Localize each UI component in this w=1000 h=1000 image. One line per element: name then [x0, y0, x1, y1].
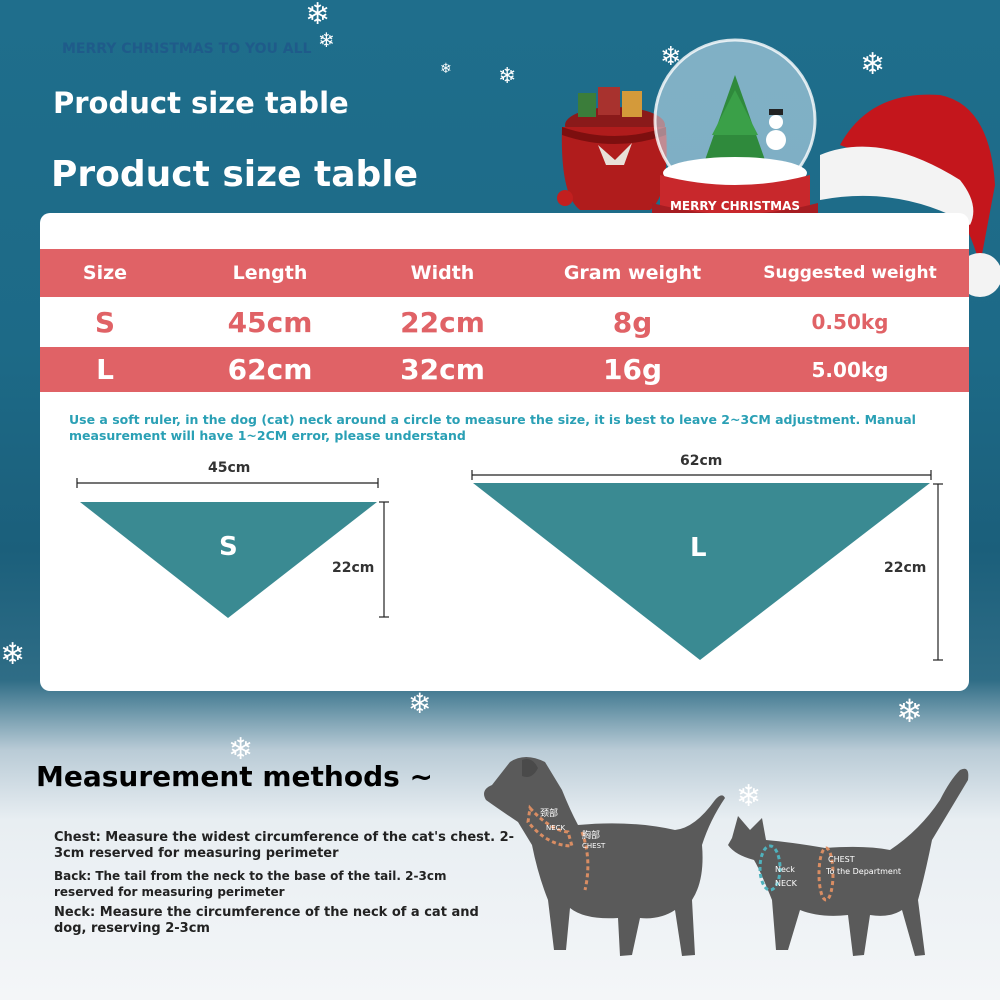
snowflake-icon: ❄	[498, 64, 517, 89]
small-bandana-triangle	[80, 502, 377, 618]
snowflake-icon: ❄	[305, 0, 331, 32]
column-header: Size	[82, 262, 128, 284]
cat-chest-en-label: CHEST	[828, 855, 855, 864]
cat-chest-sub-label: To the Department	[825, 867, 901, 876]
header-tagline: MERRY CHRISTMAS TO YOU ALL	[62, 41, 312, 57]
width-cell: 32cm	[400, 353, 485, 386]
cat-neck-en-label: NECK	[775, 879, 798, 888]
dog-chest-cn-label: 胸部	[582, 829, 600, 841]
snowflake-icon: ❄	[0, 637, 26, 672]
dog-chest-en-label: CHEST	[582, 842, 606, 850]
snowflake-icon: ❄	[408, 687, 432, 720]
small-height-label: 22cm	[332, 560, 375, 576]
measurement-title: Measurement methods ~	[36, 760, 434, 793]
dog-neck-cn-label: 颈部	[540, 807, 558, 819]
page-title: Product size table	[51, 154, 419, 195]
large-bandana-triangle	[473, 483, 930, 660]
snowflake-icon: ❄	[896, 692, 923, 730]
length-cell: 45cm	[227, 305, 313, 339]
column-header: Length	[232, 262, 308, 284]
table-header-row: Size Length Width Gram weight Suggested …	[40, 249, 969, 297]
small-width-label: 45cm	[208, 460, 251, 476]
column-header: Gram weight	[563, 262, 702, 284]
large-height-label: 22cm	[884, 560, 927, 576]
snowflake-icon: ❄	[318, 28, 335, 52]
back-instruction: Back: The tail from the neck to the base…	[54, 869, 447, 899]
table-row: S 45cm 22cm 8g 0.50kg	[40, 298, 969, 346]
chest-instruction: Chest: Measure the widest circumference …	[54, 830, 515, 861]
cat-neck-label: Neck	[775, 865, 795, 874]
cat-silhouette-icon: Neck NECK CHEST To the Department	[728, 768, 969, 956]
dog-silhouette-icon: 颈部 NECK 胸部 CHEST	[484, 757, 725, 956]
snowflake-icon: ❄	[228, 732, 254, 767]
page-title-small: Product size table	[53, 86, 349, 120]
large-width-label: 62cm	[680, 453, 723, 469]
size-diagrams	[76, 470, 943, 661]
globe-label: MERRY CHRISTMAS	[670, 199, 800, 213]
length-cell: 62cm	[227, 353, 313, 386]
large-size-label: L	[690, 533, 707, 563]
size-cell: L	[96, 353, 114, 386]
table-row: L 62cm 32cm 16g 5.00kg	[40, 347, 969, 392]
column-header: Suggested weight	[763, 263, 937, 283]
size-cell: S	[94, 305, 116, 339]
christmas-decoration: MERRY CHRISTMAS	[557, 38, 1000, 297]
suggested-weight-cell: 5.00kg	[811, 357, 889, 382]
neck-instruction: Neck: Measure the circumference of the n…	[54, 905, 479, 936]
dog-neck-en-label: NECK	[546, 824, 566, 832]
gram-weight-cell: 16g	[602, 353, 662, 386]
snowflake-icon: ❄	[440, 61, 452, 77]
gift-bag-icon	[557, 87, 667, 210]
suggested-weight-cell: 0.50kg	[811, 310, 889, 334]
gram-weight-cell: 8g	[612, 305, 653, 339]
small-size-label: S	[219, 532, 238, 562]
pet-silhouettes: 颈部 NECK 胸部 CHEST Neck NECK CHEST To the …	[484, 757, 969, 956]
column-header: Width	[410, 262, 475, 284]
snowflake-icon: ❄	[860, 47, 886, 82]
snowflake-icon: ❄	[736, 779, 762, 814]
width-cell: 22cm	[400, 305, 485, 339]
measuring-note: Use a soft ruler, in the dog (cat) neck …	[69, 412, 916, 443]
